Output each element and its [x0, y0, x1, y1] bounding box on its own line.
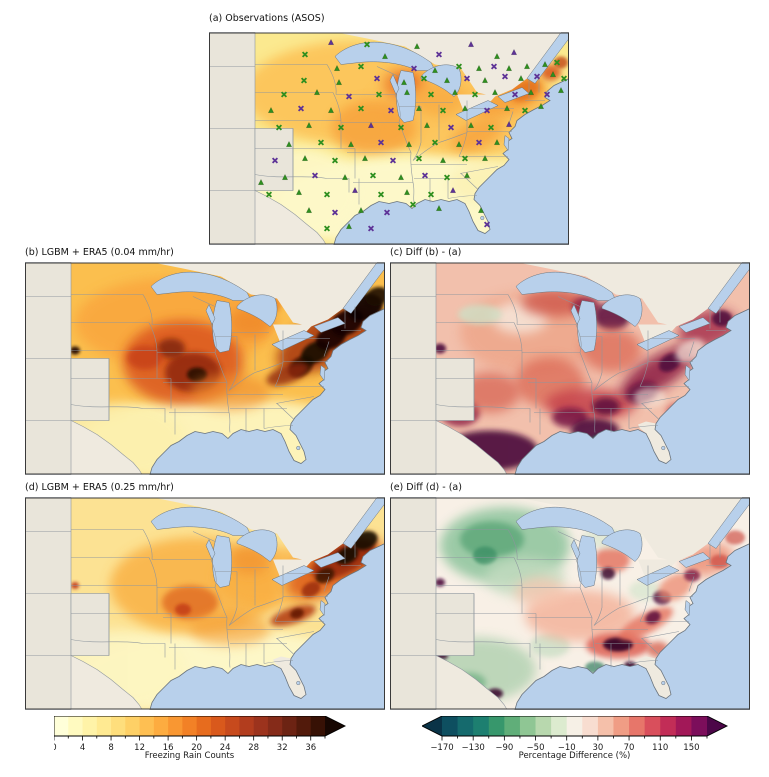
colorbar-tick-label: 16 [163, 743, 174, 753]
panel-b-map [25, 262, 385, 475]
colorbar-tick-label: 36 [305, 743, 316, 753]
panel-c-title: (c) Diff (b) - (a) [390, 247, 462, 258]
colorbar-tick-label: 0 [54, 743, 57, 753]
colorbar-tick-label: 12 [134, 743, 145, 753]
panel-e-map [390, 497, 750, 710]
map-svg-d [25, 497, 385, 710]
colorbar-percentage-difference-label: Percentage Difference (%) [518, 751, 631, 761]
colorbar-tick-label: −130 [461, 743, 484, 753]
state-boundaries [390, 529, 726, 710]
colorbar-tick-label: 28 [248, 743, 259, 753]
map-svg-b [25, 262, 385, 475]
map-svg-c [390, 262, 750, 475]
colorbar-tick-label: −50 [527, 743, 545, 753]
map-svg-a [209, 32, 569, 245]
map-svg-e [390, 497, 750, 710]
panel-d-map [25, 497, 385, 710]
colorbar-tick-label: 8 [108, 743, 113, 753]
colorbar-tick-label: 24 [220, 743, 231, 753]
panel-a-map [209, 32, 569, 245]
colorbar-tick-label: 20 [191, 743, 202, 753]
state-boundaries [390, 294, 726, 475]
state-boundaries [25, 294, 361, 475]
colorbar-tick-label: −90 [495, 743, 513, 753]
colorbar-svg-pctdiff: −170 −130 −90 −50 −10 30 70 110 150 [420, 715, 729, 753]
colorbar-tick-label: 150 [683, 743, 699, 753]
colorbar-freezing-rain-counts-label: Freezing Rain Counts [144, 751, 235, 761]
panel-d-title: (d) LGBM + ERA5 (0.25 mm/hr) [25, 482, 174, 493]
panel-b-title: (b) LGBM + ERA5 (0.04 mm/hr) [25, 247, 174, 258]
colorbar-tick-label: −10 [558, 743, 576, 753]
colorbar-freezing-rain-counts: 0 4 8 12 16 20 24 28 32 36 [51, 715, 354, 760]
colorbar-tick-label: 32 [277, 743, 288, 753]
colorbar-tick-label: −170 [430, 743, 453, 753]
panel-a-title: (a) Observations (ASOS) [209, 13, 325, 24]
colorbar-percentage-difference: −170 −130 −90 −50 −10 30 70 110 150 [420, 715, 732, 760]
colorbar-tick-label: 70 [624, 743, 635, 753]
colorbar-tick-label: 30 [592, 743, 603, 753]
colorbar-tick-label: 110 [652, 743, 668, 753]
colorbar-svg-counts: 0 4 8 12 16 20 24 28 32 36 [51, 715, 347, 753]
state-boundaries [25, 529, 361, 710]
asos-station-markers [257, 38, 568, 232]
panel-e-title: (e) Diff (d) - (a) [390, 482, 462, 493]
panel-c-map [390, 262, 750, 475]
colorbar-tick-label: 4 [80, 743, 85, 753]
